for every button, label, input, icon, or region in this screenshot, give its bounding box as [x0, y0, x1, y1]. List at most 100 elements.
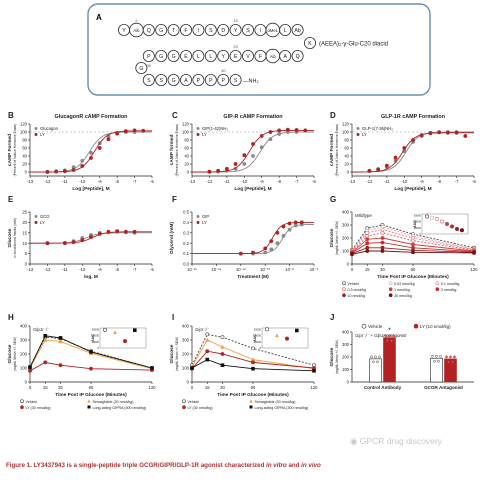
y-tick-label: 40 — [184, 154, 189, 159]
y-tick-label: 100 — [20, 130, 28, 135]
data-point — [472, 251, 476, 255]
watermark: ◉ GPCR drug discovery — [350, 436, 442, 446]
data-point — [281, 234, 286, 238]
replicate-point — [451, 360, 454, 364]
bar — [430, 357, 443, 383]
y-axis-label: Glucose — [7, 228, 13, 247]
legend-label: Vehicle — [26, 400, 38, 404]
inset-point — [275, 333, 279, 338]
y-tick-label: 200 — [20, 352, 28, 357]
chart-panels: B GlucagonR cAMP Formation020406080100120… — [7, 111, 478, 410]
chart-subtitle: Wildtype — [355, 213, 372, 218]
x-tick-label: -10 — [79, 267, 86, 272]
caption-text: Figure 1. LY3437943 is a single-peptide … — [6, 462, 267, 469]
x-tick-label: GCGR Antagonist — [424, 385, 463, 390]
data-point — [454, 130, 459, 135]
legend-label: 0.3 nmol/kg — [348, 288, 367, 292]
residue-r3-1 — [155, 74, 168, 87]
replicate-point — [384, 334, 387, 337]
data-point — [62, 241, 67, 246]
panel-letter: D — [330, 111, 336, 120]
x-tick-label: -8 — [277, 179, 281, 184]
y-tick-label: 300 — [182, 338, 190, 343]
inset-tick-label: 0 — [98, 346, 100, 350]
x-tick-label: -11 — [384, 179, 390, 184]
y-axis-label: Glucose — [329, 228, 335, 247]
data-point — [294, 128, 299, 132]
legend-marker — [356, 127, 360, 130]
series-line — [192, 224, 314, 255]
series-line — [351, 224, 475, 250]
y-tick-label: 60 — [344, 146, 349, 151]
inset-point — [103, 327, 108, 332]
y-tick-label: 120 — [342, 122, 350, 127]
x-tick-label: 60 — [251, 385, 256, 390]
data-point — [89, 366, 93, 371]
y-tick-label: 400 — [342, 210, 350, 215]
y-tick-label: 0 — [25, 262, 28, 267]
data-point — [251, 142, 255, 146]
replicate-point — [449, 355, 452, 359]
data-point — [89, 235, 93, 239]
residue-number: 10 — [233, 18, 238, 23]
inset-tick-label: 20000 — [414, 220, 422, 224]
significance-star: * — [388, 328, 391, 335]
legend-label: Semaglutide (30 nmol/kg) — [93, 400, 134, 404]
x-tick-label: 15 — [43, 385, 48, 390]
legend-label: Vehicle — [348, 282, 360, 286]
residue-label: S — [159, 78, 163, 84]
y-tick-label: 15 — [22, 230, 27, 235]
series-1 — [30, 229, 152, 246]
series-line — [192, 129, 314, 173]
data-point — [350, 252, 354, 257]
residue-r3-0 — [142, 74, 155, 87]
data-point — [411, 250, 415, 255]
y-tick-label: 0.4 — [183, 220, 189, 225]
data-point — [45, 241, 50, 246]
residue-r1-13 — [279, 23, 292, 36]
inset-y-label: AUC — [253, 334, 257, 342]
legend-label: LY — [40, 220, 45, 225]
data-point — [365, 230, 370, 235]
legend-label: 0.03 nmol/kg — [394, 282, 415, 286]
y-tick-label: 0 — [347, 380, 350, 385]
x-tick-label: -6 — [312, 179, 316, 184]
data-point — [132, 229, 137, 234]
bar — [444, 358, 457, 383]
inset-tick-label: 10000 — [254, 340, 262, 344]
inset-tick-label: 20000 — [254, 334, 262, 338]
replicate-point — [433, 359, 436, 363]
data-point — [287, 221, 292, 226]
residue-label: D — [221, 28, 225, 34]
replicate-point — [453, 355, 456, 359]
data-point — [269, 247, 274, 252]
panel-letter: G — [330, 195, 336, 204]
residue-label: Y — [221, 54, 225, 60]
inset-y-label: AUC — [91, 334, 95, 342]
data-point — [281, 224, 286, 229]
legend-marker — [413, 323, 419, 329]
series-0 — [190, 332, 316, 368]
y-tick-label: 0.3 — [183, 230, 189, 235]
x-tick-label: -8 — [115, 179, 119, 184]
data-point — [275, 230, 280, 235]
residue-label: E — [234, 54, 238, 60]
series-line — [352, 131, 474, 173]
inset-point — [444, 222, 449, 227]
inset-tick-label: 0 — [260, 346, 262, 350]
series-3 — [190, 357, 316, 373]
legend-marker — [342, 293, 346, 298]
x-tick-label: 60 — [89, 385, 94, 390]
data-point — [268, 130, 273, 134]
x-tick-label: -12 — [44, 267, 51, 272]
series-line — [351, 232, 475, 253]
replicate-point — [372, 360, 375, 364]
y-tick-label: 0.1 — [183, 251, 189, 256]
x-tick-label: 15 — [205, 385, 210, 390]
data-point — [220, 363, 225, 367]
legend: Vehicle LY (10 nmol/kg) — [361, 323, 451, 329]
y-tick-label: 300 — [20, 338, 28, 343]
